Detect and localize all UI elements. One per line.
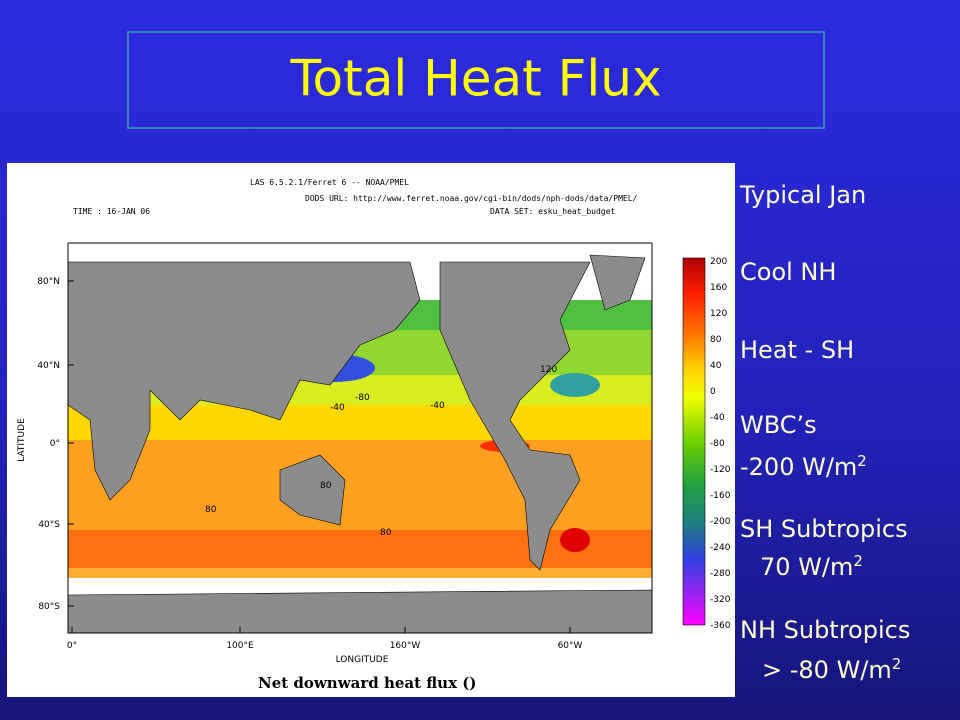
note: -200 W/m2 (740, 452, 867, 481)
land-eurasia-africa (67, 261, 421, 501)
note-text: SH Subtropics (740, 515, 908, 543)
note: Typical Jan (739, 181, 866, 209)
note-text: Heat - SH (740, 336, 854, 364)
y-tick-label: 0° (50, 439, 60, 449)
note: NH Subtropics (740, 616, 910, 644)
y-tick-label: 40°N (37, 361, 60, 371)
land-greenland (589, 254, 646, 311)
colorbar-label: -280 (710, 569, 731, 579)
colorbar-label: -240 (710, 543, 731, 553)
contour-label: -40 (330, 403, 345, 413)
colorbar-label: -360 (710, 621, 731, 631)
colorbar (682, 257, 706, 626)
flux-maximum (560, 528, 590, 552)
note-text: WBC’s (740, 411, 817, 439)
map-plot (67, 242, 653, 634)
y-axis-label: LATITUDE (17, 418, 27, 462)
colorbar-label: 0 (710, 387, 716, 397)
note: 70 W/m2 (760, 552, 863, 581)
note-text: Cool NH (740, 258, 836, 286)
figure-header: TIME : 16-JAN 06 (73, 207, 150, 216)
colorbar-label: -80 (710, 439, 725, 449)
note-text: 70 W/m (760, 553, 853, 581)
y-tick-label: 80°N (37, 277, 60, 287)
colorbar-label: 120 (710, 309, 727, 319)
note-superscript: 2 (892, 655, 902, 673)
colorbar-label: -200 (710, 517, 731, 527)
title: Total Heat Flux (289, 50, 661, 108)
note: SH Subtropics (740, 515, 908, 543)
colorbar-label: 160 (710, 283, 727, 293)
colorbar-label: -160 (710, 491, 731, 501)
x-tick-label: 100°E (226, 641, 254, 651)
contour-label: 120 (540, 365, 557, 375)
figure-header: LAS 6.5.2.1/Ferret 6 -- NOAA/PMEL (250, 178, 409, 187)
plot-frame (67, 242, 653, 634)
caption: Net downward heat flux () (258, 674, 476, 692)
note: > -80 W/m2 (762, 655, 901, 684)
note: WBC’s (740, 411, 817, 439)
note: Cool NH (740, 258, 836, 286)
contour-label: 80 (380, 528, 392, 538)
x-axis-label: LONGITUDE (336, 655, 389, 665)
figure-header: DODS URL: http://www.ferret.noaa.gov/cgi… (305, 194, 638, 203)
map-figure: Net downward heat flux () LONGITUDE LATI… (7, 163, 735, 697)
figure-header: DATA SET: esku_heat_budget (490, 207, 615, 216)
flux-minimum (550, 373, 600, 397)
contour-label: -40 (430, 401, 445, 411)
colorbar-label: -40 (710, 413, 725, 423)
note-text: NH Subtropics (740, 616, 910, 644)
colorbar-label: 200 (710, 257, 727, 267)
note-superscript: 2 (857, 452, 867, 470)
note-text: > -80 W/m (762, 656, 892, 684)
contour-label: 80 (205, 505, 217, 515)
contour-label: 80 (320, 481, 332, 491)
ocean-band (68, 405, 652, 440)
ocean-band (68, 568, 652, 578)
colorbar-label: 80 (710, 335, 722, 345)
y-tick-label: 80°S (38, 602, 60, 612)
colorbar-label: -320 (710, 595, 731, 605)
note-text: Typical Jan (739, 181, 866, 209)
x-tick-label: 160°W (390, 641, 421, 651)
y-tick-label: 40°S (38, 520, 60, 530)
land-americas (439, 261, 591, 571)
colorbar-label: 40 (710, 361, 722, 371)
land-antarctica (67, 589, 653, 634)
note-text: -200 W/m (740, 453, 857, 481)
land-australia (279, 454, 346, 526)
title-box (127, 31, 825, 129)
x-tick-label: 60°W (558, 641, 583, 651)
contour-label: -80 (355, 393, 370, 403)
ocean-band (68, 530, 652, 568)
colorbar-label: -120 (710, 465, 731, 475)
note: Heat - SH (740, 336, 854, 364)
note-superscript: 2 (853, 552, 863, 570)
x-tick-label: 0° (67, 641, 77, 651)
